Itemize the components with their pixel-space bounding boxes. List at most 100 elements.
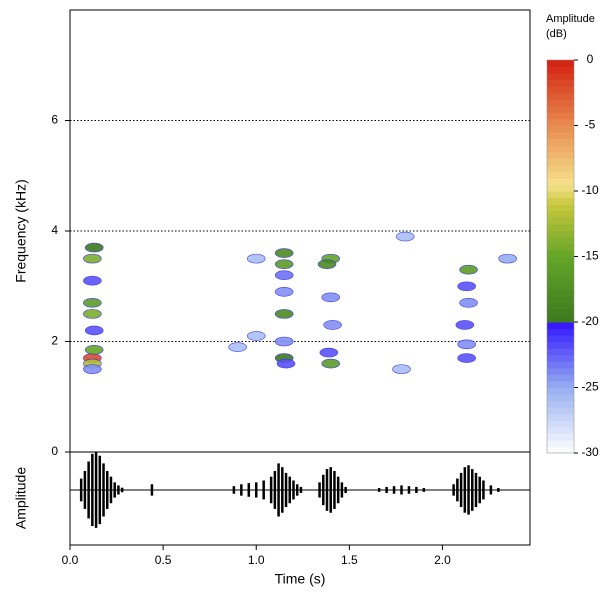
spectral-patch bbox=[457, 281, 476, 292]
spectral-patch bbox=[274, 336, 294, 347]
spectral-patch bbox=[274, 286, 294, 297]
x-tick-label: 1.0 bbox=[248, 553, 265, 567]
x-tick-label: 2.0 bbox=[434, 553, 451, 567]
colorbar-band bbox=[547, 177, 574, 185]
colorbar-band bbox=[547, 151, 574, 159]
colorbar-band bbox=[547, 66, 574, 74]
colorbar-band bbox=[547, 302, 574, 310]
colorbar-band bbox=[547, 256, 574, 264]
plot-frame bbox=[69, 9, 531, 453]
colorbar-tick-label: -10 bbox=[581, 183, 599, 197]
colorbar-tick-label: -15 bbox=[581, 249, 599, 263]
colorbar-band bbox=[547, 86, 574, 94]
colorbar-tick-label: -20 bbox=[581, 314, 599, 328]
spectral-patch bbox=[83, 309, 102, 319]
spectral-patch bbox=[83, 364, 102, 374]
colorbar-band bbox=[547, 60, 574, 68]
colorbar-band bbox=[547, 400, 574, 408]
spectral-patch bbox=[83, 298, 102, 308]
spectral-patch bbox=[83, 275, 102, 286]
spectral-patch bbox=[228, 342, 247, 352]
colorbar-band bbox=[547, 433, 574, 441]
colorbar-band bbox=[547, 145, 574, 153]
colorbar-band bbox=[547, 243, 574, 251]
colorbar-band bbox=[547, 230, 574, 238]
spectral-patch bbox=[319, 347, 339, 358]
spectral-patch bbox=[392, 364, 411, 374]
colorbar-band bbox=[547, 315, 574, 323]
x-tick-label: 1.5 bbox=[341, 553, 358, 567]
colorbar-tick-label: -30 bbox=[581, 445, 599, 459]
spectral-patch bbox=[274, 248, 294, 258]
colorbar-band bbox=[547, 348, 574, 356]
colorbar-band bbox=[547, 138, 574, 146]
colorbar-band bbox=[547, 217, 574, 225]
colorbar-band bbox=[547, 380, 574, 388]
colorbar-band bbox=[547, 223, 574, 231]
colorbar-title: Amplitude bbox=[546, 13, 595, 25]
colorbar-band bbox=[547, 446, 574, 454]
colorbar-band bbox=[547, 367, 574, 375]
spectral-patch bbox=[323, 320, 342, 330]
colorbar-band bbox=[547, 164, 574, 172]
colorbar-band bbox=[547, 263, 574, 271]
colorbar-tick-label: -25 bbox=[581, 380, 599, 394]
y-tick-label: 4 bbox=[51, 223, 58, 237]
colorbar-band bbox=[547, 197, 574, 205]
spectral-patch bbox=[459, 264, 478, 275]
spectral-patch bbox=[274, 309, 294, 319]
spectral-patch bbox=[274, 259, 294, 269]
x-tick-label: 0.5 bbox=[155, 553, 172, 567]
colorbar-band bbox=[547, 354, 574, 362]
colorbar-band bbox=[547, 269, 574, 277]
colorbar-band bbox=[547, 295, 574, 303]
colorbar-band bbox=[547, 210, 574, 218]
colorbar-band bbox=[547, 426, 574, 434]
colorbar-tick-label: 0 bbox=[587, 52, 594, 66]
spectral-patch bbox=[246, 253, 266, 264]
colorbar-band bbox=[547, 374, 574, 382]
colorbar-band bbox=[547, 125, 574, 133]
colorbar-band bbox=[547, 158, 574, 166]
colorbar-band bbox=[547, 276, 574, 284]
colorbar-band bbox=[547, 191, 574, 199]
spectral-patch bbox=[83, 253, 102, 264]
colorbar-band bbox=[547, 112, 574, 120]
colorbar-band bbox=[547, 73, 574, 81]
colorbar-band bbox=[547, 341, 574, 349]
spectral-patch bbox=[317, 259, 337, 269]
colorbar-band bbox=[547, 387, 574, 395]
colorbar-band bbox=[547, 105, 574, 113]
x-axis-label: Time (s) bbox=[275, 571, 326, 587]
spectral-patch bbox=[84, 325, 104, 336]
spectral-patch bbox=[321, 358, 341, 369]
colorbar-band bbox=[547, 118, 574, 126]
y-tick-label: 2 bbox=[51, 334, 58, 348]
spectral-patch bbox=[457, 339, 476, 350]
colorbar-band bbox=[547, 171, 574, 179]
spectral-patch bbox=[276, 358, 296, 369]
spectral-patch bbox=[274, 270, 294, 281]
colorbar-band bbox=[547, 289, 574, 297]
colorbar-band bbox=[547, 394, 574, 402]
colorbar-band bbox=[547, 439, 574, 447]
colorbar-band bbox=[547, 184, 574, 192]
spectral-patch bbox=[395, 231, 415, 242]
colorbar-band bbox=[547, 282, 574, 290]
spectral-patch bbox=[457, 353, 476, 363]
plot-frame bbox=[69, 451, 531, 546]
x-tick-label: 0.0 bbox=[62, 553, 79, 567]
colorbar-band bbox=[547, 335, 574, 343]
spectral-patch bbox=[84, 242, 104, 253]
spectral-patch bbox=[455, 320, 475, 330]
colorbar-band bbox=[547, 407, 574, 415]
colorbar-title: (dB) bbox=[546, 28, 567, 40]
colorbar-band bbox=[547, 249, 574, 257]
colorbar-band bbox=[547, 204, 574, 212]
colorbar-band bbox=[547, 79, 574, 87]
spectral-patch bbox=[459, 298, 478, 308]
spectral-patch bbox=[498, 253, 517, 264]
colorbar-band bbox=[547, 99, 574, 107]
colorbar-band bbox=[547, 420, 574, 428]
